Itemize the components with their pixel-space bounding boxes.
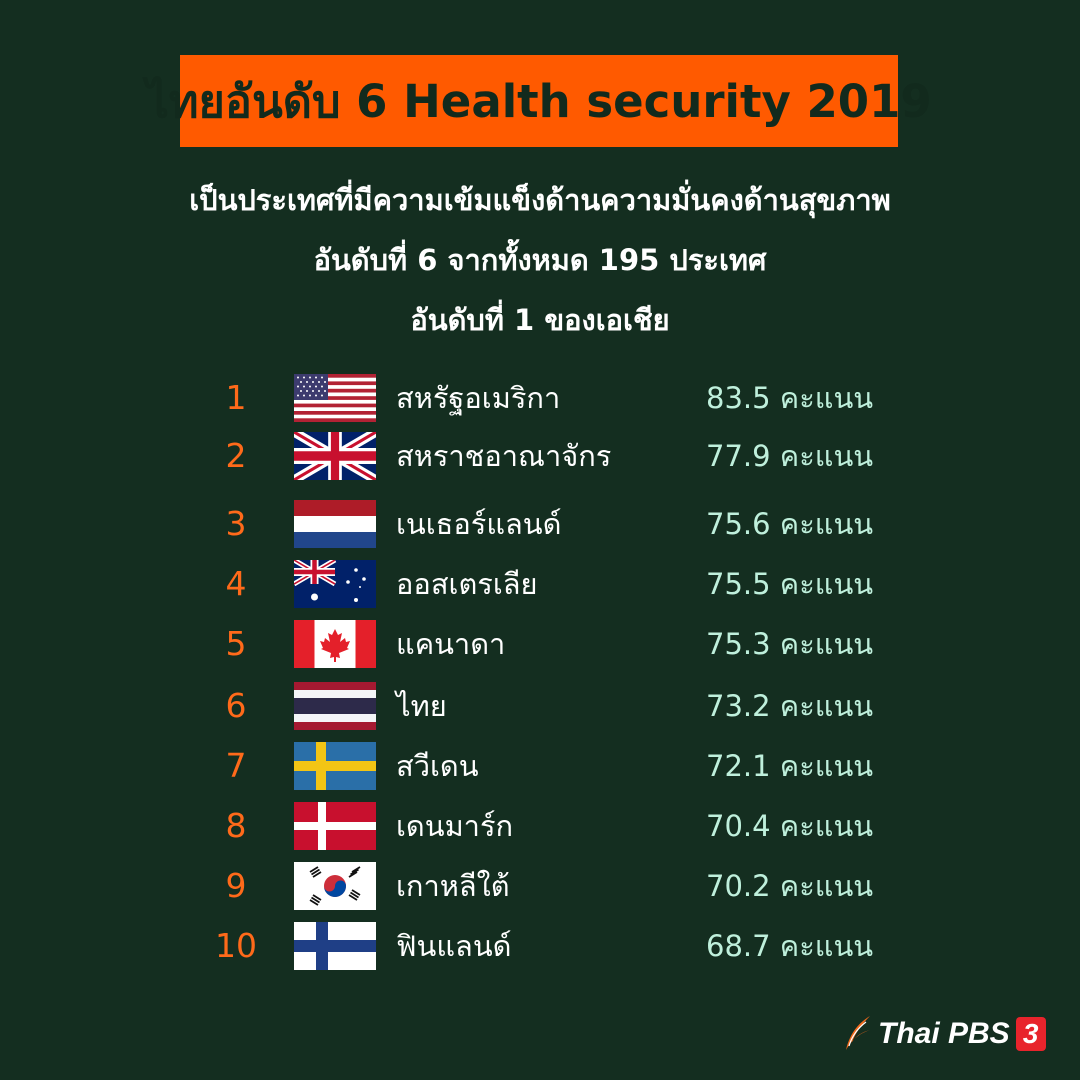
- subtitle-line-3: อันดับที่ 1 ของเอเชีย: [410, 303, 670, 337]
- list-item: 7 สวีเดน 72.1 คะแนน: [0, 738, 1080, 794]
- rank-number: 8: [225, 806, 247, 845]
- country-name: เกาหลีใต้: [396, 869, 510, 903]
- rank-number: 9: [225, 866, 247, 905]
- feather-icon: [846, 1016, 870, 1050]
- score: 75.3 คะแนน: [706, 627, 874, 661]
- score: 72.1 คะแนน: [706, 749, 874, 783]
- thailand-flag-icon: [294, 682, 376, 730]
- uk-flag-icon: [294, 432, 376, 480]
- list-item: 10 ฟินแลนด์ 68.7 คะแนน: [0, 918, 1080, 974]
- rank-number: 6: [225, 686, 247, 725]
- country-name: สหราชอาณาจักร: [396, 439, 612, 473]
- logo-text: Thai PBS: [878, 1017, 1010, 1050]
- country-name: ไทย: [396, 689, 447, 723]
- usa-flag-icon: [294, 374, 376, 422]
- country-name: ฟินแลนด์: [396, 929, 512, 963]
- subtitle-line-1: เป็นประเทศที่มีความเข้มแข็งด้านความมั่นค…: [189, 183, 891, 217]
- title-banner: ไทยอันดับ 6 Health security 2019: [146, 55, 932, 147]
- list-item: 2 สหราชอาณาจักร 77.9 คะแนน: [0, 428, 1080, 484]
- rank-number: 3: [225, 504, 247, 543]
- rank-number: 10: [215, 926, 257, 965]
- list-item: 3 เนเธอร์แลนด์ 75.6 คะแนน: [0, 496, 1080, 552]
- score: 70.4 คะแนน: [706, 809, 874, 843]
- rank-number: 4: [225, 564, 247, 603]
- rank-number: 1: [225, 378, 247, 417]
- list-item: 4 ออสเตรเลีย: [0, 556, 1080, 612]
- list-item: 5 แคนาดา 75.3 คะแนน: [0, 616, 1080, 672]
- country-name: สวีเดน: [396, 749, 479, 783]
- score: 75.6 คะแนน: [706, 507, 874, 541]
- canada-flag-icon: [294, 620, 376, 668]
- thai-pbs-logo: Thai PBS 3: [842, 1012, 1046, 1056]
- finland-flag-icon: [294, 922, 376, 970]
- australia-flag-icon: [294, 560, 376, 608]
- denmark-flag-icon: [294, 802, 376, 850]
- list-item: 6 ไทย 73.2 คะแนน: [0, 678, 1080, 734]
- list-item: 9 เกาหลีใต้ 70.2 คะแนน: [0, 858, 1080, 914]
- score: 73.2 คะแนน: [706, 689, 874, 723]
- score: 70.2 คะแนน: [706, 869, 874, 903]
- rank-number: 5: [225, 624, 247, 663]
- list-item: 1 สหรัฐอเมริกา: [0, 370, 1080, 426]
- score: 83.5 คะแนน: [706, 381, 874, 415]
- country-name: สหรัฐอเมริกา: [396, 381, 561, 415]
- list-item: 8 เดนมาร์ก 70.4 คะแนน: [0, 798, 1080, 854]
- page-title: ไทยอันดับ 6 Health security 2019: [146, 75, 932, 128]
- rank-number: 7: [225, 746, 247, 785]
- score: 68.7 คะแนน: [706, 929, 874, 963]
- country-name: แคนาดา: [396, 627, 506, 661]
- country-name: ออสเตรเลีย: [396, 567, 538, 601]
- sweden-flag-icon: [294, 742, 376, 790]
- score: 77.9 คะแนน: [706, 439, 874, 473]
- rank-number: 2: [225, 436, 247, 475]
- logo-badge: 3: [1015, 1017, 1046, 1051]
- south-korea-flag-icon: [294, 862, 376, 910]
- country-name: เนเธอร์แลนด์: [396, 507, 562, 541]
- netherlands-flag-icon: [294, 500, 376, 548]
- country-name: เดนมาร์ก: [396, 809, 514, 843]
- subtitle-line-2: อันดับที่ 6 จากทั้งหมด 195 ประเทศ: [313, 243, 767, 277]
- score: 75.5 คะแนน: [706, 567, 874, 601]
